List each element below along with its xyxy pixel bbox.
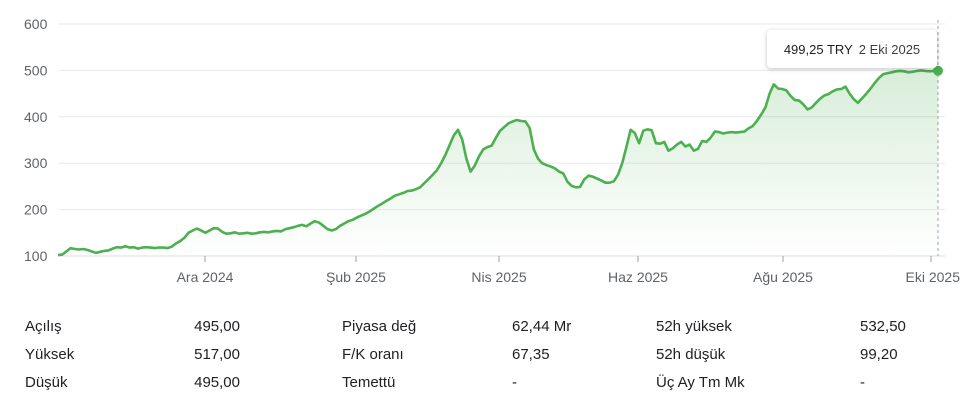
stat-label-3m-avg-volume: Üç Ay Tm Mk — [656, 374, 745, 391]
y-tick-label: 100 — [24, 248, 48, 264]
x-tick-label: Nis 2025 — [471, 269, 526, 285]
price-line — [57, 69, 939, 257]
stat-value-52w-high: 532,50 — [860, 318, 906, 335]
stats-table: Açılış 495,00 Yüksek 517,00 Düşük 495,00… — [0, 310, 960, 410]
stat-label-low: Düşük — [25, 374, 68, 391]
stat-value-pe-ratio: 67,35 — [512, 346, 550, 363]
y-tick-label: 600 — [24, 16, 48, 32]
stat-value-low: 495,00 — [194, 374, 240, 391]
stat-label-52w-high: 52h yüksek — [656, 318, 732, 335]
x-tick-label: Haz 2025 — [608, 269, 668, 285]
stat-value-3m-avg-volume: - — [860, 374, 865, 391]
stat-value-market-cap: 62,44 Mr — [512, 318, 572, 335]
stat-label-open: Açılış — [25, 318, 62, 335]
tooltip-date: 2 Eki 2025 — [858, 41, 921, 57]
stat-value-dividend: - — [512, 374, 517, 391]
y-tick-label: 200 — [24, 202, 48, 218]
stat-value-open: 495,00 — [194, 318, 240, 335]
x-tick-label: Ara 2024 — [177, 269, 234, 285]
stat-label-52w-low: 52h düşük — [656, 346, 726, 363]
price-tooltip: 499,25 TRY 2 Eki 2025 — [767, 30, 937, 68]
stat-label-market-cap: Piyasa değ — [342, 318, 417, 335]
stat-value-52w-low: 99,20 — [860, 346, 898, 363]
stat-value-high: 517,00 — [194, 346, 240, 363]
stat-label-dividend: Temettü — [342, 374, 396, 391]
stat-label-pe-ratio: F/K oranı — [342, 346, 404, 363]
price-area-fill — [58, 70, 938, 257]
price-chart[interactable]: 100 200 300 400 500 600 Ara 2024 Şub 2025 Nis 2… — [0, 0, 960, 300]
y-tick-label: 400 — [24, 109, 48, 125]
tooltip-price: 499,25 TRY — [783, 41, 853, 57]
x-tick-label: Şub 2025 — [326, 269, 386, 285]
last-point-marker[interactable] — [933, 65, 943, 76]
x-tick-label: Ağu 2025 — [753, 269, 813, 285]
y-tick-label: 300 — [24, 155, 48, 171]
stat-label-high: Yüksek — [25, 346, 75, 363]
y-tick-label: 500 — [24, 62, 48, 78]
x-tick-label: Eki 2025 — [906, 269, 960, 285]
